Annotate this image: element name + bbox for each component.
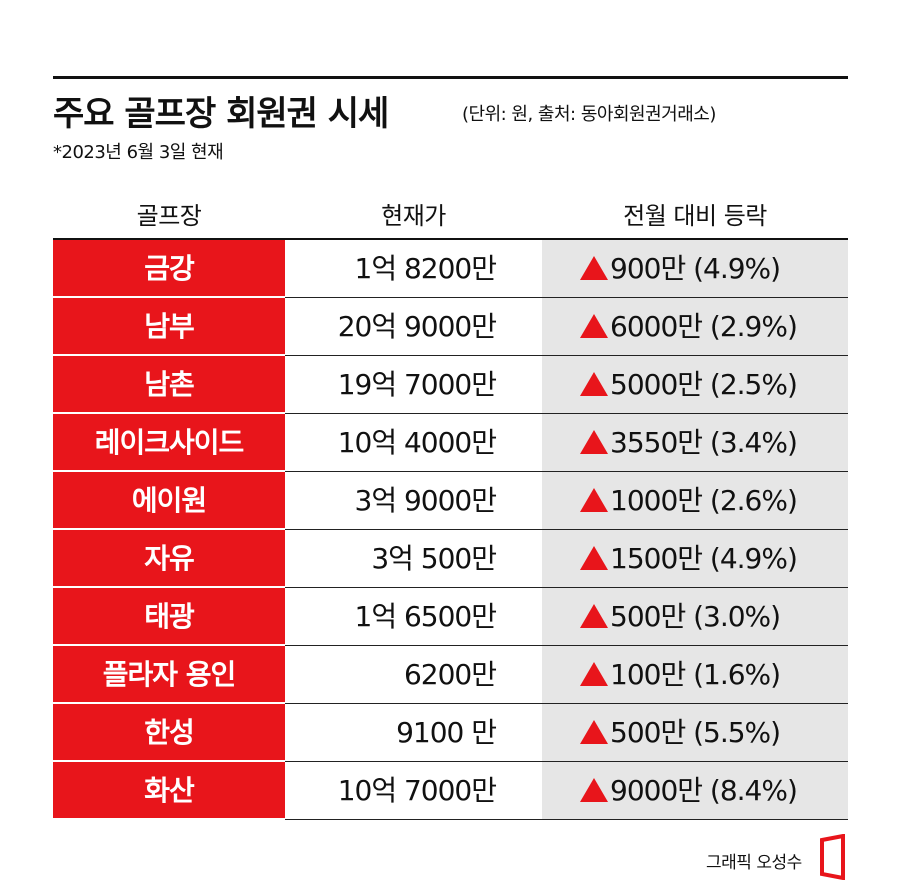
current-price: 19억 7000만: [285, 356, 542, 414]
table-row: 한성 9100 만 500만 (5.5%): [53, 704, 848, 762]
triangle-up-icon: [580, 604, 608, 628]
column-header-price: 현재가: [381, 202, 446, 230]
column-header-change: 전월 대비 등락: [623, 202, 767, 230]
current-price: 1억 6500만: [285, 588, 542, 646]
table-row: 금강 1억 8200만 900만 (4.9%): [53, 240, 848, 298]
monthly-change: 6000만 (2.9%): [542, 298, 848, 356]
monthly-change: 3550만 (3.4%): [542, 414, 848, 472]
change-value: 9000만 (8.4%): [610, 774, 798, 807]
monthly-change: 9000만 (8.4%): [542, 762, 848, 820]
monthly-change: 5000만 (2.5%): [542, 356, 848, 414]
golf-course-name: 레이크사이드: [53, 414, 285, 472]
golf-course-name: 남부: [53, 298, 285, 356]
triangle-up-icon: [580, 720, 608, 744]
monthly-change: 1500만 (4.9%): [542, 530, 848, 588]
current-price: 10억 4000만: [285, 414, 542, 472]
current-price: 9100 만: [285, 704, 542, 762]
monthly-change: 1000만 (2.6%): [542, 472, 848, 530]
top-rule: [53, 76, 848, 79]
table-row: 남부 20억 9000만 6000만 (2.9%): [53, 298, 848, 356]
table-row: 에이원 3억 9000만 1000만 (2.6%): [53, 472, 848, 530]
triangle-up-icon: [580, 372, 608, 396]
publisher-logo-icon: [820, 834, 845, 880]
change-value: 500만 (5.5%): [610, 716, 781, 749]
header-rule: [53, 238, 848, 240]
monthly-change: 500만 (5.5%): [542, 704, 848, 762]
change-value: 1000만 (2.6%): [610, 484, 798, 517]
golf-course-name: 한성: [53, 704, 285, 762]
golf-course-name: 플라자 용인: [53, 646, 285, 704]
golf-course-name: 태광: [53, 588, 285, 646]
page-title: 주요 골프장 회원권 시세: [53, 94, 389, 134]
column-header-name: 골프장: [136, 202, 202, 230]
current-price: 6200만: [285, 646, 542, 704]
triangle-up-icon: [580, 662, 608, 686]
change-value: 900만 (4.9%): [610, 252, 781, 285]
triangle-up-icon: [580, 546, 608, 570]
table-row: 플라자 용인 6200만 100만 (1.6%): [53, 646, 848, 704]
monthly-change: 100만 (1.6%): [542, 646, 848, 704]
golf-course-name: 에이원: [53, 472, 285, 530]
table-row: 남촌 19억 7000만 5000만 (2.5%): [53, 356, 848, 414]
current-price: 1억 8200만: [285, 240, 542, 298]
triangle-up-icon: [580, 430, 608, 454]
table-row: 자유 3억 500만 1500만 (4.9%): [53, 530, 848, 588]
change-value: 3550만 (3.4%): [610, 426, 798, 459]
date-note: *2023년 6월 3일 현재: [53, 142, 224, 163]
graphic-credit: 그래픽 오성수: [706, 853, 802, 873]
change-value: 5000만 (2.5%): [610, 368, 798, 401]
table-row: 화산 10억 7000만 9000만 (8.4%): [53, 762, 848, 820]
current-price: 10억 7000만: [285, 762, 542, 820]
current-price: 20억 9000만: [285, 298, 542, 356]
current-price: 3억 9000만: [285, 472, 542, 530]
change-value: 1500만 (4.9%): [610, 542, 798, 575]
change-value: 100만 (1.6%): [610, 658, 781, 691]
current-price: 3억 500만: [285, 530, 542, 588]
change-value: 6000만 (2.9%): [610, 310, 798, 343]
triangle-up-icon: [580, 256, 608, 280]
table-header: 골프장 현재가 전월 대비 등락: [53, 196, 848, 236]
source-note: (단위: 원, 출처: 동아회원권거래소): [462, 104, 716, 125]
table-row: 레이크사이드 10억 4000만 3550만 (3.4%): [53, 414, 848, 472]
table-row: 태광 1억 6500만 500만 (3.0%): [53, 588, 848, 646]
triangle-up-icon: [580, 778, 608, 802]
golf-course-name: 화산: [53, 762, 285, 820]
change-value: 500만 (3.0%): [610, 600, 781, 633]
golf-course-name: 남촌: [53, 356, 285, 414]
monthly-change: 900만 (4.9%): [542, 240, 848, 298]
triangle-up-icon: [580, 488, 608, 512]
price-table: 금강 1억 8200만 900만 (4.9%) 남부 20억 9000만 600…: [53, 240, 848, 820]
triangle-up-icon: [580, 314, 608, 338]
monthly-change: 500만 (3.0%): [542, 588, 848, 646]
golf-course-name: 금강: [53, 240, 285, 298]
golf-course-name: 자유: [53, 530, 285, 588]
